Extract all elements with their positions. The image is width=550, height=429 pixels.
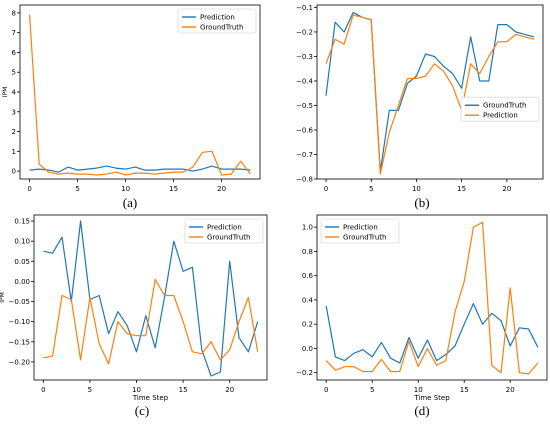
y-tick-label: 1 [12,148,16,156]
y-tick-label: 3 [12,108,16,116]
panel-caption: (b) [414,195,429,210]
x-tick-label: 10 [412,185,421,193]
y-tick-label: −0.4 [296,77,314,85]
legend-label: GroundTruth [483,102,527,110]
series-line-prediction [43,220,259,377]
series-line-groundtruth [325,221,539,375]
x-tick-label: 10 [414,386,423,394]
panel-caption: (a) [123,195,137,210]
series-line-prediction [29,165,251,173]
y-tick-label: −0.5 [296,102,313,110]
y-tick-label: 7 [12,29,16,37]
x-tick-label: 5 [75,185,79,193]
x-axis-label: Time Step [413,394,450,402]
x-tick-label: 10 [132,386,141,394]
y-tick-label: 0.10 [14,238,30,246]
y-tick-label: 0.15 [14,218,30,226]
y-tick-label: 0.2 [302,321,313,329]
x-tick-label: 20 [217,185,226,193]
x-axis-label: Time Step [132,394,169,402]
legend: Prediction GroundTruth [320,218,400,244]
y-tick-label: 0 [12,168,16,176]
x-tick-label: 5 [369,185,373,193]
y-tick-label: −0.10 [9,318,30,326]
x-tick-label: 0 [324,386,328,394]
y-tick-label: 2 [12,128,16,136]
legend-label: GroundTruth [200,24,244,32]
legend: GroundTruth Prediction [460,96,540,122]
y-axis-label: IPM [2,87,9,98]
x-tick-label: 15 [460,386,469,394]
legend-label: Prediction [207,224,242,232]
legend-label: GroundTruth [207,234,251,242]
legend: Prediction GroundTruth [177,8,257,34]
series-line-groundtruth [29,14,251,176]
y-axis-label: IPM [0,292,6,303]
y-tick-label: 5 [12,69,16,77]
y-tick-label: −0.3 [296,53,313,61]
y-tick-label: −0.05 [9,298,30,306]
x-tick-label: 0 [41,386,45,394]
y-tick-label: −0.6 [296,126,314,134]
legend-box [184,218,264,244]
series-line-prediction [325,303,539,364]
y-tick-label: −0.15 [9,338,30,346]
x-tick-label: 20 [225,386,234,394]
x-tick-label: 0 [324,185,328,193]
y-tick-label: −0.2 [296,369,313,377]
y-tick-label: 6 [12,49,17,57]
legend-box [320,218,400,244]
chart-panel-4: 0 5 10 15 20 −0.2 0.0 0.2 0.4 0.6 0.8 1.0 Time Step P… [296,214,548,418]
series-line-groundtruth [43,278,259,365]
y-tick-label: 4 [12,89,17,97]
y-tick-label: 0.00 [14,278,30,286]
x-tick-label: 10 [121,185,130,193]
x-tick-label: 20 [502,185,511,193]
x-tick-label: 15 [169,185,178,193]
series-line-prediction [325,14,535,175]
x-tick-label: 20 [506,386,515,394]
y-tick-label: 0.0 [302,345,313,353]
panel-caption: (c) [135,403,149,418]
y-tick-label: −0.20 [9,358,30,366]
chart-panel-3: 0 5 10 15 20 −0.20 −0.15 −0.10 −0.05 0.00 0.05 0.10… [0,214,268,418]
x-tick-label: 5 [370,386,374,394]
legend: Prediction GroundTruth [184,218,264,244]
y-tick-label: 0.05 [14,258,30,266]
y-tick-label: 1.0 [302,224,313,232]
y-tick-label: −0.8 [296,176,313,184]
y-tick-label: −0.1 [296,4,313,12]
y-tick-label: 0.6 [302,272,314,280]
x-tick-label: 15 [457,185,466,193]
legend-label: GroundTruth [343,234,387,242]
legend-label: Prediction [200,14,235,22]
chart-panel-1: 0 5 10 15 20 0 1 2 3 4 5 6 7 8 IPM Prediction GroundTrut… [2,4,261,210]
chart-panel-2: 0 5 10 15 20 −0.8 −0.7 −0.6 −0.5 −0.4 −0.3 −0.2 −0.1… [296,4,544,210]
y-tick-label: −0.2 [296,28,313,36]
legend-box [460,96,540,122]
x-tick-label: 0 [27,185,31,193]
plot-area [19,4,261,180]
y-tick-label: 0.4 [302,296,314,304]
plot-area [316,4,544,180]
x-tick-label: 15 [179,386,188,394]
y-tick-label: −0.7 [296,151,313,159]
y-tick-label: 0.8 [302,248,313,256]
legend-label: Prediction [483,112,518,120]
panel-caption: (d) [414,403,429,418]
y-tick-label: 8 [12,9,16,17]
legend-box [177,8,257,34]
x-tick-label: 5 [88,386,92,394]
legend-label: Prediction [343,224,378,232]
